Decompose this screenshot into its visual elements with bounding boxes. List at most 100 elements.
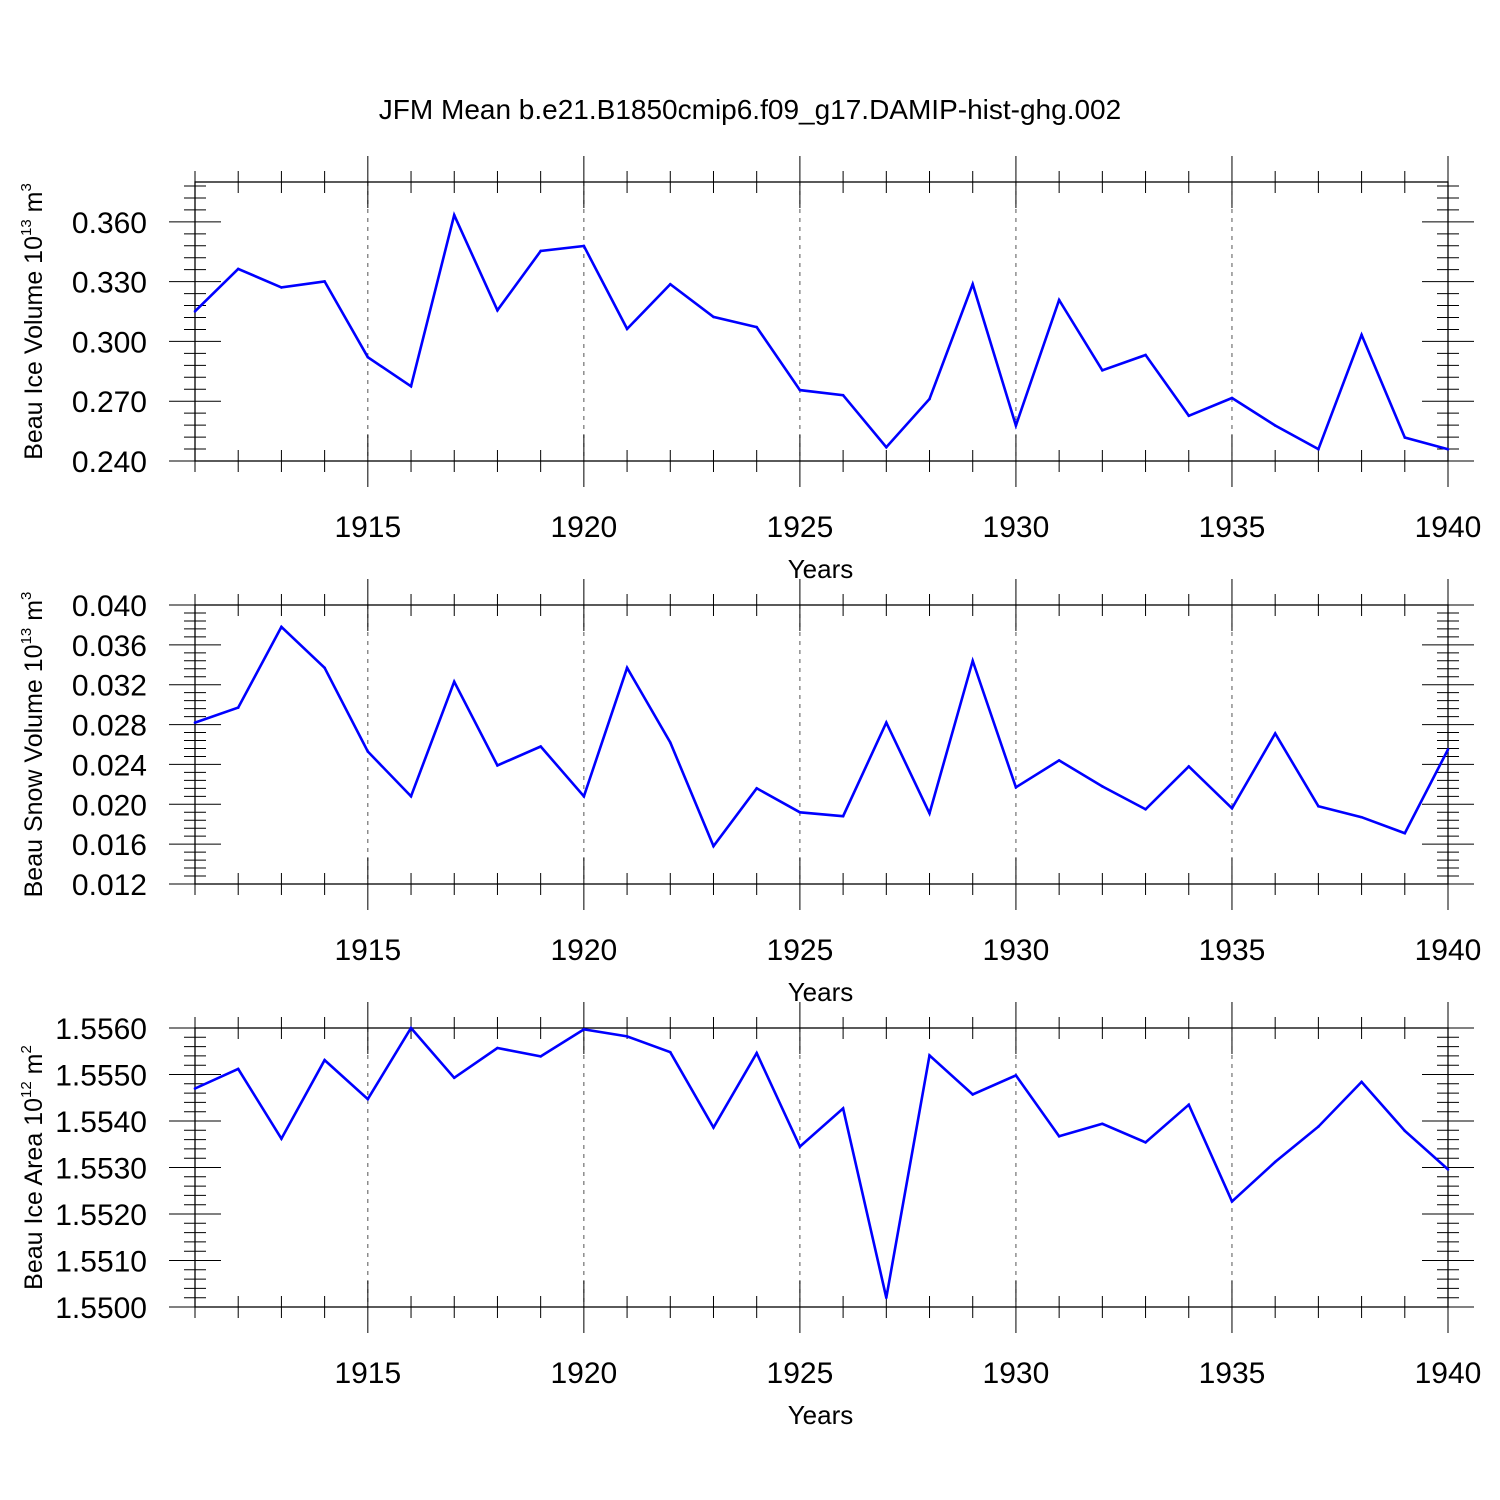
data-point [539,745,542,748]
data-point [971,659,975,663]
data-point [236,706,240,709]
data-point [755,1051,758,1055]
data-point [885,721,888,724]
x-tick-label: 1920 [550,1357,617,1390]
x-axis-title: Years [788,554,854,584]
data-point [539,1055,542,1058]
chart-panel-2: 0.012 0.016 0.020 0.024 0.028 0.032 0.036 0.040… [18,579,1481,1007]
data-point [452,213,456,217]
data-point [841,393,845,397]
series-line [194,211,1449,452]
x-axis-title: Years [788,1400,854,1430]
data-point [582,244,586,248]
data-point [971,282,975,286]
x-tick-label: 1920 [550,934,617,967]
data-point [798,388,802,392]
data-point [193,310,197,313]
plot-frame [194,604,1449,885]
x-tick-label: 1935 [1199,1357,1266,1390]
data-point [712,315,715,319]
data-point [323,280,326,283]
y-tick-label: 0.270 [72,386,147,419]
data-point [841,814,845,818]
plot-frame [194,181,1449,462]
x-tick-label: 1935 [1199,934,1266,967]
x-tick-label: 1930 [983,1357,1050,1390]
y-tick-label: 1.5550 [55,1060,147,1093]
x-tick-label: 1925 [767,511,834,544]
data-point [1446,748,1450,751]
chart-panel-1: 0.240 0.270 0.300 0.330 0.360 1915 1920 1925 193… [18,156,1481,584]
y-axis-title-unit-exponent: 2 [18,1045,35,1053]
data-point [409,795,413,798]
y-tick-label: 0.012 [72,869,147,902]
data-point [1144,807,1147,811]
data-point [280,1137,283,1140]
data-point [1144,1141,1147,1144]
data-point [971,1093,975,1096]
data-point [366,750,370,753]
data-point [1101,1122,1104,1126]
y-axis-title: Beau Ice Area 1012 m2 [18,1045,48,1290]
data-point [668,282,672,286]
data-point [928,397,931,401]
plot-frame [194,1027,1449,1308]
data-point [1057,759,1061,762]
data-point [755,787,758,790]
data-point [841,1107,845,1110]
data-point [625,666,629,670]
y-tick-label: 0.300 [72,326,147,359]
series-line [194,624,1450,849]
y-axis-title-unit-exponent: 3 [18,183,35,191]
data-point [1403,831,1407,835]
data-point [1057,1135,1061,1138]
y-axis-title-unit: m [20,600,48,628]
y-axis-title: Beau Ice Volume 1013 m3 [18,183,48,460]
series-line [194,1025,1449,1298]
y-tick-label: 1.5500 [55,1292,147,1325]
data-point [236,1067,240,1071]
data-point [1057,298,1061,302]
data-point [1187,1103,1191,1107]
y-tick-label: 0.024 [72,749,147,782]
data-point [1317,447,1320,451]
y-tick-label: 0.360 [72,207,147,240]
x-tick-label: 1940 [1415,934,1482,967]
y-axis-title-main: Beau Ice Volume 10 [20,236,48,460]
data-point [323,1058,326,1062]
data-point [452,680,456,684]
y-tick-label: 0.028 [72,710,147,743]
y-tick-label: 1.5560 [55,1013,147,1046]
x-tick-label: 1930 [983,934,1050,967]
x-tick-label: 1940 [1415,511,1482,544]
x-tick-label: 1925 [767,934,834,967]
data-point [1014,424,1018,427]
data-point [582,1028,586,1031]
data-point [1317,804,1320,808]
x-axis-title: Years [788,977,854,1007]
x-tick-label: 1920 [550,511,617,544]
y-tick-label: 0.020 [72,789,147,822]
data-point [712,844,715,848]
data-point [496,309,499,312]
data-point [1187,765,1191,768]
y-tick-label: 0.016 [72,829,147,862]
data-point [1101,369,1104,372]
data-point [582,795,586,798]
y-tick-label: 0.240 [72,446,147,479]
x-tick-label: 1915 [334,934,401,967]
data-point [1273,732,1277,735]
y-tick-label: 0.036 [72,630,147,663]
data-point [236,267,240,271]
data-point [193,1087,197,1090]
data-point [1360,333,1363,337]
data-point [1317,1125,1320,1128]
data-point [1144,353,1147,357]
x-tick-label: 1925 [767,1357,834,1390]
data-point [798,810,802,814]
data-point [1273,424,1277,427]
data-point [409,384,413,388]
y-tick-label: 1.5520 [55,1199,147,1232]
data-point [1360,815,1363,819]
